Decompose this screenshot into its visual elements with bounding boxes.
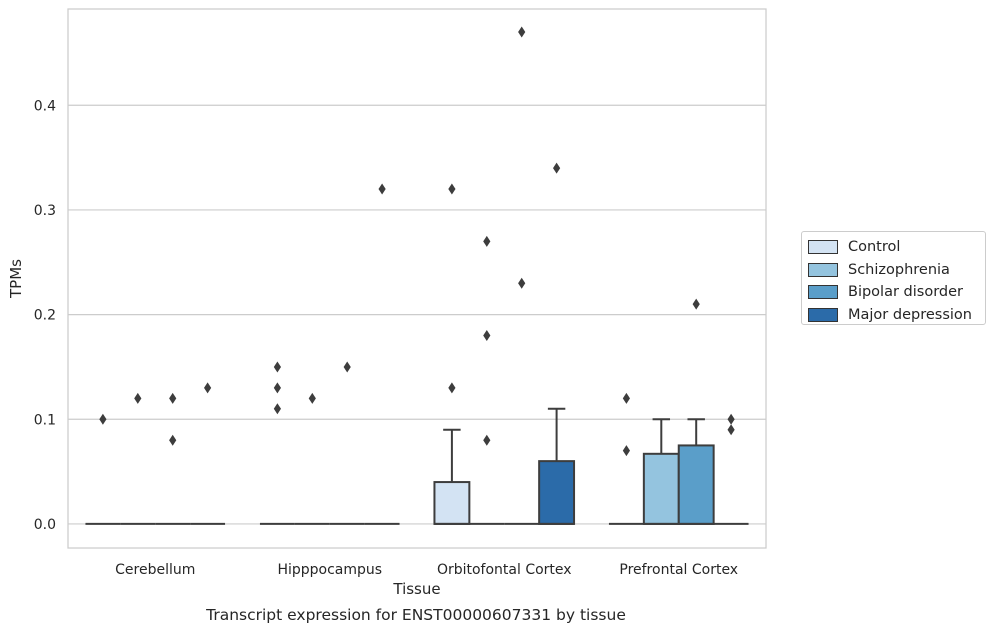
y-axis-label: TPMs bbox=[7, 259, 25, 299]
legend-swatch bbox=[808, 285, 838, 300]
box-major-depression bbox=[364, 183, 400, 525]
legend-label: Schizophrenia bbox=[848, 261, 950, 278]
box-series bbox=[85, 26, 749, 525]
outlier-point bbox=[134, 392, 142, 404]
outlier-point bbox=[727, 424, 735, 436]
box-control bbox=[259, 361, 295, 525]
y-tick-label: 0.1 bbox=[34, 412, 56, 428]
y-tick-label: 0.0 bbox=[34, 517, 56, 533]
outlier-point bbox=[273, 361, 281, 373]
box-body bbox=[538, 460, 576, 525]
x-axis-ticks: Cerebellum Hipppocampus Orbitofontal Corte… bbox=[115, 562, 738, 578]
outlier-point bbox=[483, 235, 491, 247]
y-axis-ticks: 0.0 0.1 0.2 0.3 0.4 bbox=[34, 98, 56, 533]
legend-swatch bbox=[808, 240, 838, 255]
box-bipolar-disorder bbox=[504, 26, 540, 525]
outlier-point bbox=[448, 183, 456, 195]
box-major-depression bbox=[190, 382, 226, 525]
legend-label: Bipolar disorder bbox=[848, 284, 963, 301]
outlier-point bbox=[553, 162, 561, 174]
outlier-point bbox=[622, 445, 630, 457]
box-bipolar-disorder bbox=[677, 298, 715, 525]
box-schizophrenia bbox=[642, 418, 680, 525]
outlier-point bbox=[204, 382, 212, 394]
y-tick-label: 0.3 bbox=[34, 203, 56, 219]
outlier-point bbox=[448, 382, 456, 394]
outlier-point bbox=[518, 277, 526, 289]
box-control bbox=[85, 413, 121, 525]
legend-swatch bbox=[808, 262, 838, 277]
box-body bbox=[677, 444, 715, 525]
x-tick-label: Orbitofontal Cortex bbox=[437, 562, 572, 578]
outlier-point bbox=[622, 392, 630, 404]
legend-swatch bbox=[808, 307, 838, 322]
outlier-point bbox=[273, 382, 281, 394]
outlier-point bbox=[273, 403, 281, 415]
x-tick-label: Hipppocampus bbox=[277, 562, 382, 578]
box-major-depression bbox=[538, 162, 576, 525]
box-bipolar-disorder bbox=[155, 392, 191, 525]
outlier-point bbox=[169, 392, 177, 404]
box-schizophrenia bbox=[120, 392, 156, 525]
box-major-depression bbox=[713, 413, 749, 525]
chart-caption: Transcript expression for ENST0000060733… bbox=[206, 606, 626, 624]
box-body bbox=[433, 481, 471, 525]
outlier-point bbox=[483, 434, 491, 446]
legend-label: Major depression bbox=[848, 306, 972, 323]
x-axis-label: Tissue bbox=[392, 580, 440, 598]
outlier-point bbox=[727, 413, 735, 425]
legend-item: Major depression bbox=[808, 304, 979, 327]
legend-item: Schizophrenia bbox=[808, 259, 979, 282]
box-control bbox=[608, 392, 644, 525]
box-schizophrenia bbox=[294, 392, 330, 525]
outlier-point bbox=[169, 434, 177, 446]
legend: Control Schizophrenia Bipolar disorder Majo… bbox=[801, 231, 986, 325]
box-body bbox=[642, 452, 680, 525]
box-control bbox=[433, 183, 471, 525]
y-tick-label: 0.4 bbox=[34, 98, 56, 114]
box-schizophrenia bbox=[469, 235, 505, 525]
plot-frame bbox=[67, 8, 767, 549]
x-tick-label: Prefrontal Cortex bbox=[619, 562, 738, 578]
outlier-point bbox=[483, 330, 491, 342]
legend-label: Control bbox=[848, 239, 901, 256]
outlier-point bbox=[308, 392, 316, 404]
legend-item: Control bbox=[808, 236, 979, 259]
outlier-point bbox=[692, 298, 700, 310]
outlier-point bbox=[518, 26, 526, 38]
x-tick-label: Cerebellum bbox=[115, 562, 195, 578]
outlier-point bbox=[99, 413, 107, 425]
y-tick-label: 0.2 bbox=[34, 308, 56, 324]
outlier-point bbox=[343, 361, 351, 373]
box-bipolar-disorder bbox=[329, 361, 365, 525]
outlier-point bbox=[378, 183, 386, 195]
legend-item: Bipolar disorder bbox=[808, 281, 979, 304]
